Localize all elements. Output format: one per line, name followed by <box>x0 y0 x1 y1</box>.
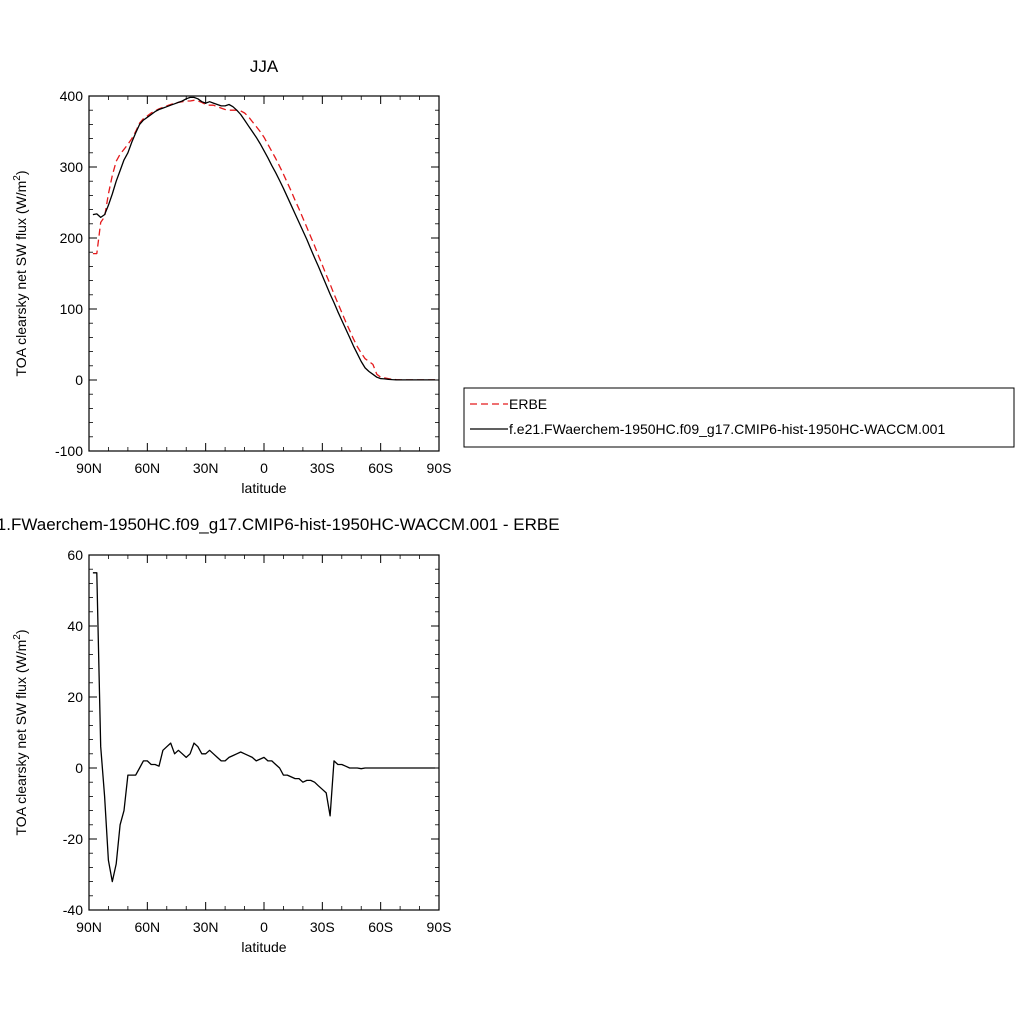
x-tick-label: 60S <box>368 460 393 476</box>
x-tick-label: 90S <box>427 919 452 935</box>
legend: ERBE f.e21.FWaerchem-1950HC.f09_g17.CMIP6… <box>463 387 1015 448</box>
y-axis-label: TOA clearsky net SW flux (W/m2) <box>12 629 29 835</box>
series-line-1 <box>92 99 436 381</box>
y-tick-label: 400 <box>60 88 84 104</box>
x-tick-label: 60S <box>368 919 393 935</box>
y-tick-label: 0 <box>75 372 83 388</box>
x-tick-label: 30S <box>310 460 335 476</box>
x-axis-label: latitude <box>241 480 286 496</box>
y-tick-label: 0 <box>75 760 83 776</box>
y-tick-label: 200 <box>60 230 84 246</box>
legend-label: f.e21.FWaerchem-1950HC.f09_g17.CMIP6-his… <box>509 421 945 437</box>
y-tick-label: 100 <box>60 301 84 317</box>
y-tick-label: -20 <box>63 831 83 847</box>
y-tick-label: 60 <box>67 547 83 563</box>
chart-panel-2: f.e21.FWaerchem-1950HC.f09_g17.CMIP6-his… <box>0 515 560 955</box>
plot-frame <box>88 554 440 911</box>
x-tick-label: 30N <box>193 919 219 935</box>
x-tick-label: 0 <box>260 919 268 935</box>
x-tick-label: 90S <box>427 460 452 476</box>
series-line-1 <box>92 572 436 883</box>
y-tick-label: -40 <box>63 902 83 918</box>
x-tick-label: 30N <box>193 460 219 476</box>
chart-panel-1: JJA 90N 60N 30N 0 30S 60S 90S -100 0 100 200 300 400 l… <box>12 57 1015 496</box>
x-axis-label: latitude <box>241 939 286 955</box>
x-tick-label: 0 <box>260 460 268 476</box>
chart-title: f.e21.FWaerchem-1950HC.f09_g17.CMIP6-his… <box>0 515 560 534</box>
legend-label: ERBE <box>509 396 547 412</box>
y-axis-label: TOA clearsky net SW flux (W/m2) <box>12 170 29 376</box>
x-tick-label: 90N <box>76 460 102 476</box>
plot-frame <box>88 95 440 452</box>
x-tick-label: 60N <box>134 919 160 935</box>
y-tick-label: -100 <box>55 443 83 459</box>
x-tick-label: 60N <box>134 460 160 476</box>
x-tick-label: 30S <box>310 919 335 935</box>
series-line-2 <box>92 96 436 381</box>
y-tick-label: 300 <box>60 159 84 175</box>
x-tick-label: 90N <box>76 919 102 935</box>
y-tick-label: 40 <box>67 618 83 634</box>
legend-box <box>463 387 1015 448</box>
chart-title: JJA <box>250 57 279 76</box>
y-tick-label: 20 <box>67 689 83 705</box>
